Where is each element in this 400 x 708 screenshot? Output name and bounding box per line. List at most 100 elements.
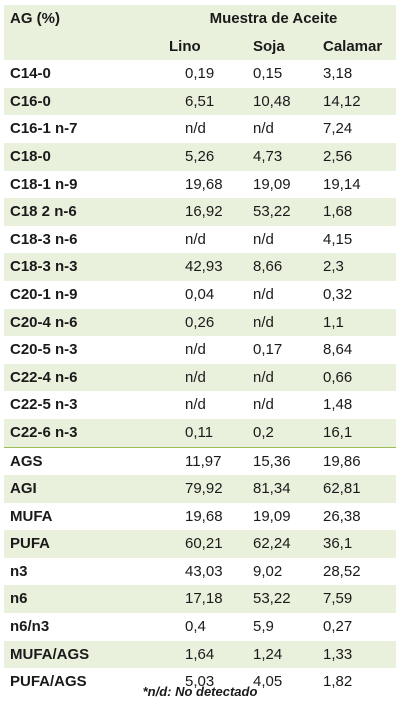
soja-value-cell: n/d <box>248 280 315 309</box>
soja-value-cell: n/d <box>248 363 315 392</box>
table-row: C18-3 n-6 n/d n/d 4,15 <box>4 225 396 254</box>
lino-value-cell: 16,92 <box>151 198 248 226</box>
lino-value-cell: 0,26 <box>151 308 248 337</box>
lino-value-cell: 1,64 <box>151 640 248 669</box>
empty-header-cell <box>4 32 151 61</box>
table-row: AGS 11,97 15,36 19,86 <box>4 446 396 476</box>
lino-value-cell: 6,51 <box>151 87 248 116</box>
soja-value-cell: n/d <box>248 115 315 143</box>
calamar-value-cell: 1,48 <box>315 391 396 419</box>
soja-value-cell: n/d <box>248 391 315 419</box>
ag-cell: C18-0 <box>4 142 151 171</box>
calamar-value-cell: 1,68 <box>315 198 396 226</box>
table-row: PUFA/AGS 5,03 4,05 1,82 <box>4 668 396 696</box>
calamar-value-cell: 3,18 <box>315 60 396 88</box>
lino-value-cell: 0,19 <box>151 60 248 88</box>
group-header: Muestra de Aceite <box>151 5 396 33</box>
soja-value-cell: 19,09 <box>248 502 315 531</box>
table-row: C18-3 n-3 42,93 8,66 2,3 <box>4 253 396 281</box>
calamar-value-cell: 1,33 <box>315 640 396 669</box>
table-row: MUFA/AGS 1,64 1,24 1,33 <box>4 640 396 669</box>
soja-value-cell: 9,02 <box>248 557 315 586</box>
soja-value-cell: 53,22 <box>248 198 315 226</box>
lino-value-cell: n/d <box>151 336 248 364</box>
column-header-lino: Lino <box>151 32 248 61</box>
calamar-value-cell: 2,56 <box>315 142 396 171</box>
corner-header: AG (%) <box>4 5 151 33</box>
calamar-value-cell: 14,12 <box>315 87 396 116</box>
ag-cell: MUFA <box>4 502 151 531</box>
table-row: C14-0 0,19 0,15 3,18 <box>4 60 396 88</box>
calamar-value-cell: 0,27 <box>315 613 396 641</box>
ag-cell: PUFA <box>4 530 151 558</box>
soja-value-cell: 10,48 <box>248 87 315 116</box>
table-row: C18 2 n-6 16,92 53,22 1,68 <box>4 198 396 226</box>
soja-value-cell: 0,2 <box>248 418 315 447</box>
table-row: C22-4 n-6 n/d n/d 0,66 <box>4 363 396 392</box>
calamar-value-cell: 28,52 <box>315 557 396 586</box>
soja-value-cell: 15,36 <box>248 446 315 476</box>
soja-value-cell: n/d <box>248 308 315 337</box>
calamar-value-cell: 1,82 <box>315 668 396 696</box>
calamar-value-cell: 7,24 <box>315 115 396 143</box>
ag-cell: C20-5 n-3 <box>4 336 151 364</box>
ag-cell: C22-6 n-3 <box>4 418 151 447</box>
ag-cell: C20-4 n-6 <box>4 308 151 337</box>
table-row: C22-5 n-3 n/d n/d 1,48 <box>4 391 396 419</box>
table-row: AGI 79,92 81,34 62,81 <box>4 475 396 503</box>
calamar-value-cell: 16,1 <box>315 418 396 447</box>
ag-cell: C20-1 n-9 <box>4 280 151 309</box>
ag-cell: n6 <box>4 585 151 614</box>
ag-cell: C18-3 n-6 <box>4 225 151 254</box>
ag-cell: C22-5 n-3 <box>4 391 151 419</box>
lino-value-cell: 11,97 <box>151 446 248 476</box>
ag-cell: C16-0 <box>4 87 151 116</box>
soja-value-cell: 1,24 <box>248 640 315 669</box>
table-row: C22-6 n-3 0,11 0,2 16,1 <box>4 418 396 447</box>
calamar-value-cell: 4,15 <box>315 225 396 254</box>
column-header-soja: Soja <box>248 32 315 61</box>
soja-value-cell: 81,34 <box>248 475 315 503</box>
soja-value-cell: n/d <box>248 225 315 254</box>
calamar-value-cell: 1,1 <box>315 308 396 337</box>
soja-value-cell: 4,05 <box>248 668 315 696</box>
calamar-value-cell: 26,38 <box>315 502 396 531</box>
ag-cell: C16-1 n-7 <box>4 115 151 143</box>
ag-cell: C18-3 n-3 <box>4 253 151 281</box>
calamar-value-cell: 8,64 <box>315 336 396 364</box>
table-row: C20-4 n-6 0,26 n/d 1,1 <box>4 308 396 337</box>
soja-value-cell: 4,73 <box>248 142 315 171</box>
lino-value-cell: n/d <box>151 115 248 143</box>
soja-value-cell: 8,66 <box>248 253 315 281</box>
lino-value-cell: 19,68 <box>151 502 248 531</box>
calamar-value-cell: 36,1 <box>315 530 396 558</box>
lino-value-cell: n/d <box>151 363 248 392</box>
ag-cell: AGS <box>4 446 151 476</box>
footnote: *n/d: No detectado <box>142 684 258 699</box>
lino-value-cell: n/d <box>151 391 248 419</box>
soja-value-cell: 19,09 <box>248 170 315 199</box>
table-row: MUFA 19,68 19,09 26,38 <box>4 502 396 531</box>
lino-value-cell: 5,03 <box>151 668 248 696</box>
soja-value-cell: 53,22 <box>248 585 315 614</box>
lino-value-cell: 0,11 <box>151 418 248 447</box>
table-subheader-row: Lino Soja Calamar <box>4 32 396 61</box>
calamar-value-cell: 0,66 <box>315 363 396 392</box>
soja-value-cell: 0,17 <box>248 336 315 364</box>
calamar-value-cell: 2,3 <box>315 253 396 281</box>
lino-value-cell: 5,26 <box>151 142 248 171</box>
lino-value-cell: 42,93 <box>151 253 248 281</box>
lino-value-cell: n/d <box>151 225 248 254</box>
lino-value-cell: 19,68 <box>151 170 248 199</box>
soja-value-cell: 0,15 <box>248 60 315 88</box>
calamar-value-cell: 0,32 <box>315 280 396 309</box>
ag-cell: n6/n3 <box>4 613 151 641</box>
soja-value-cell: 5,9 <box>248 613 315 641</box>
lino-value-cell: 0,4 <box>151 613 248 641</box>
calamar-value-cell: 7,59 <box>315 585 396 614</box>
calamar-value-cell: 19,14 <box>315 170 396 199</box>
lino-value-cell: 60,21 <box>151 530 248 558</box>
calamar-value-cell: 19,86 <box>315 446 396 476</box>
soja-value-cell: 62,24 <box>248 530 315 558</box>
ag-cell: C18 2 n-6 <box>4 198 151 226</box>
